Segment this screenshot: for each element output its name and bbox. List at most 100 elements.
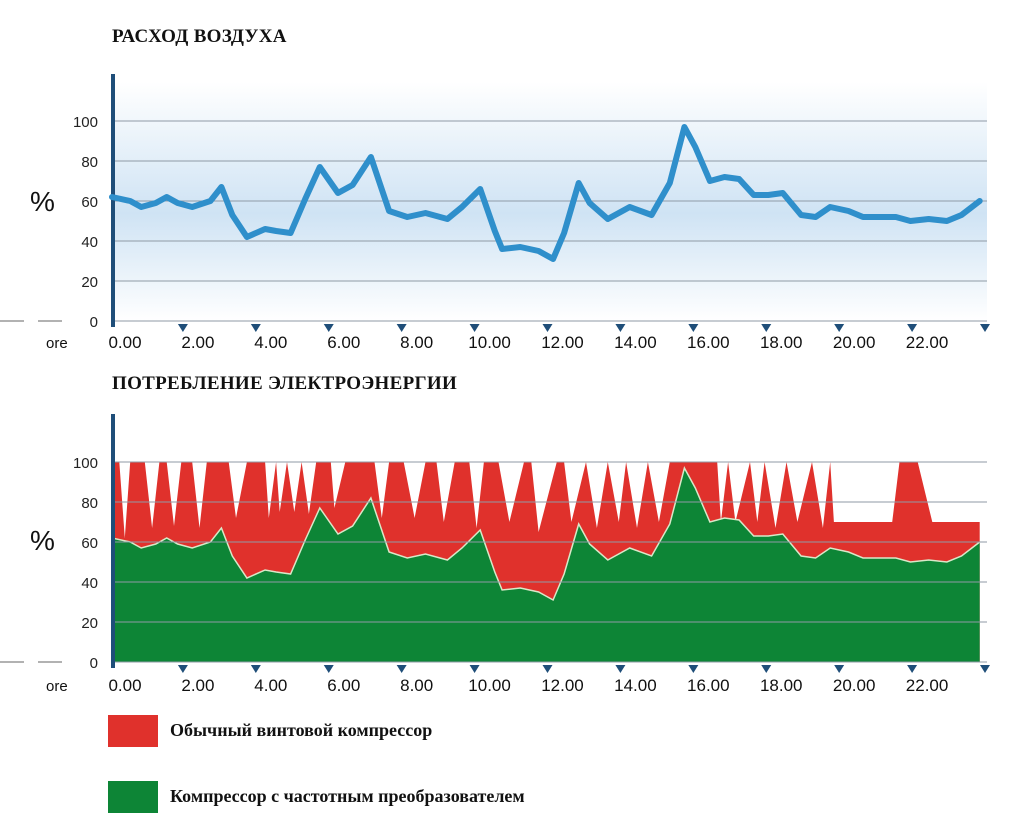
x-tick-marker (980, 665, 990, 673)
air-flow-point (264, 228, 266, 230)
air-flow-point (425, 212, 427, 214)
x-tick-label: 10.00 (468, 676, 511, 695)
x-axis-label: ore (46, 335, 68, 352)
air-flow-point (709, 180, 711, 182)
air-flow-point (519, 246, 521, 248)
x-tick-label: 8.00 (400, 676, 433, 695)
legend-swatch-vsd (108, 781, 158, 813)
air-flow-point (446, 218, 448, 220)
x-tick-marker (834, 324, 845, 332)
y-tick-label: 60 (81, 535, 98, 552)
x-tick-marker (542, 665, 553, 673)
x-tick-label: 0.00 (108, 676, 141, 695)
x-tick-marker (323, 324, 334, 332)
x-tick-label: 6.00 (327, 676, 360, 695)
air-flow-point (909, 220, 911, 222)
chart-title-power-consumption: ПОТРЕБЛЕНИЕ ЭЛЕКТРОЭНЕРГИИ (112, 373, 458, 394)
charts-canvas: 0 20 40 60 80 100% 0.00 2.00 4.00 6.00 8.00 10.00 12… (0, 74, 990, 695)
air-flow-point (304, 198, 306, 200)
x-tick-label: 22.00 (906, 333, 949, 352)
air-flow-point (800, 214, 802, 216)
x-tick-label: 14.00 (614, 333, 657, 352)
air-flow-point (694, 146, 696, 148)
air-flow-point (862, 216, 864, 218)
air-flow-point (538, 250, 540, 252)
x-tick-marker (907, 665, 918, 673)
x-tick-label: 2.00 (181, 676, 214, 695)
y-tick-label: 20 (81, 274, 98, 291)
air-flow-point (388, 210, 390, 212)
legend-label-standard: Обычный винтовой компрессор (170, 720, 433, 740)
air-flow-point (724, 176, 725, 178)
air-flow-point (552, 258, 554, 260)
air-flow-point (782, 192, 784, 194)
x-tick-marker (542, 324, 553, 332)
air-flow-point (829, 206, 831, 208)
air-flow-point (177, 202, 179, 204)
x-tick-marker (396, 665, 407, 673)
x-tick-marker (250, 665, 261, 673)
x-tick-marker (907, 324, 918, 332)
air-flow-point (563, 232, 565, 234)
air-flow-point (753, 194, 755, 196)
air-flow-point (166, 196, 168, 198)
x-tick-marker (250, 324, 261, 332)
air-flow-point (683, 126, 685, 128)
x-tick-marker (323, 665, 334, 673)
air-flow-point (290, 232, 292, 234)
x-tick-marker (615, 665, 626, 673)
y-tick-label: 0 (90, 314, 98, 331)
x-tick-label: 12.00 (541, 676, 584, 695)
y-tick-label: 60 (81, 194, 98, 211)
air-flow-point (370, 156, 372, 158)
air-flow-point (231, 214, 233, 216)
x-tick-marker (834, 665, 845, 673)
air-flow-point (209, 200, 211, 202)
air-flow-point (578, 182, 580, 184)
x-tick-marker (688, 665, 699, 673)
air-flow-point (337, 192, 339, 194)
vsd-compressor-edge (111, 465, 981, 602)
air-flow-point (220, 186, 222, 188)
air-flow-point (501, 248, 503, 250)
x-tick-label: 12.00 (541, 333, 584, 352)
air-flow-point (960, 214, 962, 216)
x-tick-marker (980, 324, 990, 332)
air-flow-point (140, 206, 142, 208)
air-flow-point (461, 206, 463, 208)
air-flow-point (319, 166, 321, 168)
x-tick-marker (177, 324, 188, 332)
air-flow-point (246, 236, 248, 238)
air-flow-point (155, 202, 157, 204)
air-flow-point (895, 216, 897, 218)
x-tick-label: 22.00 (906, 676, 949, 695)
y-tick-label: 40 (81, 575, 98, 592)
x-tick-marker (761, 324, 772, 332)
air-flow-point (589, 202, 591, 204)
air-flow-point (111, 196, 113, 198)
x-tick-label: 20.00 (833, 676, 876, 695)
y-tick-label: 20 (81, 615, 98, 632)
x-tick-label: 8.00 (400, 333, 433, 352)
y-tick-label: 100 (73, 455, 98, 472)
x-tick-label: 6.00 (327, 333, 360, 352)
y-tick-label: 0 (90, 655, 98, 672)
air-flow-chart: 0 20 40 60 80 100% 0.00 2.00 4.00 6.00 8.00 10.00 12… (0, 74, 990, 352)
air-flow-point (479, 188, 481, 190)
x-tick-marker (615, 324, 626, 332)
x-tick-label: 4.00 (254, 333, 287, 352)
legend-swatch-standard (108, 715, 158, 747)
x-tick-marker (469, 665, 480, 673)
x-tick-label: 18.00 (760, 676, 803, 695)
air-flow-point (946, 220, 948, 222)
x-tick-label: 16.00 (687, 333, 730, 352)
air-flow-point (629, 206, 631, 208)
x-tick-label: 14.00 (614, 676, 657, 695)
chart-title-air-flow: РАСХОД ВОЗДУХА (112, 26, 287, 47)
x-axis-label: ore (46, 678, 68, 695)
air-flow-point (494, 230, 496, 232)
y-axis-label: % (30, 186, 55, 217)
y-axis-label: % (30, 525, 55, 556)
x-tick-label: 18.00 (760, 333, 803, 352)
legend-label-vsd: Компрессор с частотным преобразователем (170, 786, 525, 806)
